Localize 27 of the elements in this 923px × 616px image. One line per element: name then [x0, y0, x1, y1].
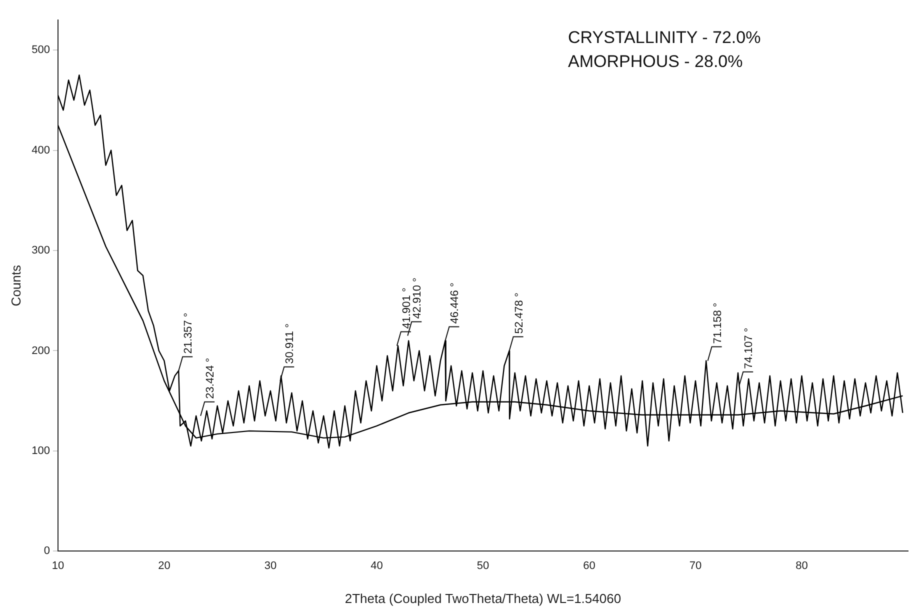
x-tick-label: 70: [689, 560, 702, 572]
annotation: 74.107 °: [743, 328, 756, 369]
annotation: 23.424 °: [204, 358, 217, 399]
x-tick-label: 40: [370, 560, 383, 572]
y-tick-label: 500: [32, 44, 50, 56]
annotation: 52.478 °: [513, 292, 526, 334]
annotation: AMORPHOUS - 28.0%: [568, 52, 743, 72]
annotation: CRYSTALLINITY - 72.0%: [568, 28, 761, 48]
annotation: 71.158 °: [712, 302, 724, 344]
x-tick-label: 60: [583, 560, 596, 572]
annotation: 42.910 °: [412, 278, 424, 319]
y-axis-title: Counts: [8, 264, 24, 306]
annotation: 46.446 °: [449, 282, 462, 324]
y-tick-label: 200: [32, 344, 50, 357]
annotation: 41.901 °: [400, 288, 413, 329]
y-tick-label: 300: [32, 244, 50, 257]
x-tick-label: 20: [158, 560, 170, 572]
annotation: 21.357 °: [182, 312, 195, 354]
annotation: 30.911 °: [284, 324, 296, 364]
x-tick-label: 30: [264, 560, 277, 572]
x-axis-title: 2Theta (Coupled TwoTheta/Theta) WL=1.54060: [344, 590, 622, 606]
x-tick-label: 50: [476, 560, 490, 572]
y-tick-label: 100: [32, 445, 50, 458]
x-tick-label: 80: [796, 560, 808, 572]
x-tick-label: 10: [52, 560, 64, 572]
y-tick-label: 0: [44, 545, 50, 558]
y-tick-label: 400: [32, 144, 50, 156]
